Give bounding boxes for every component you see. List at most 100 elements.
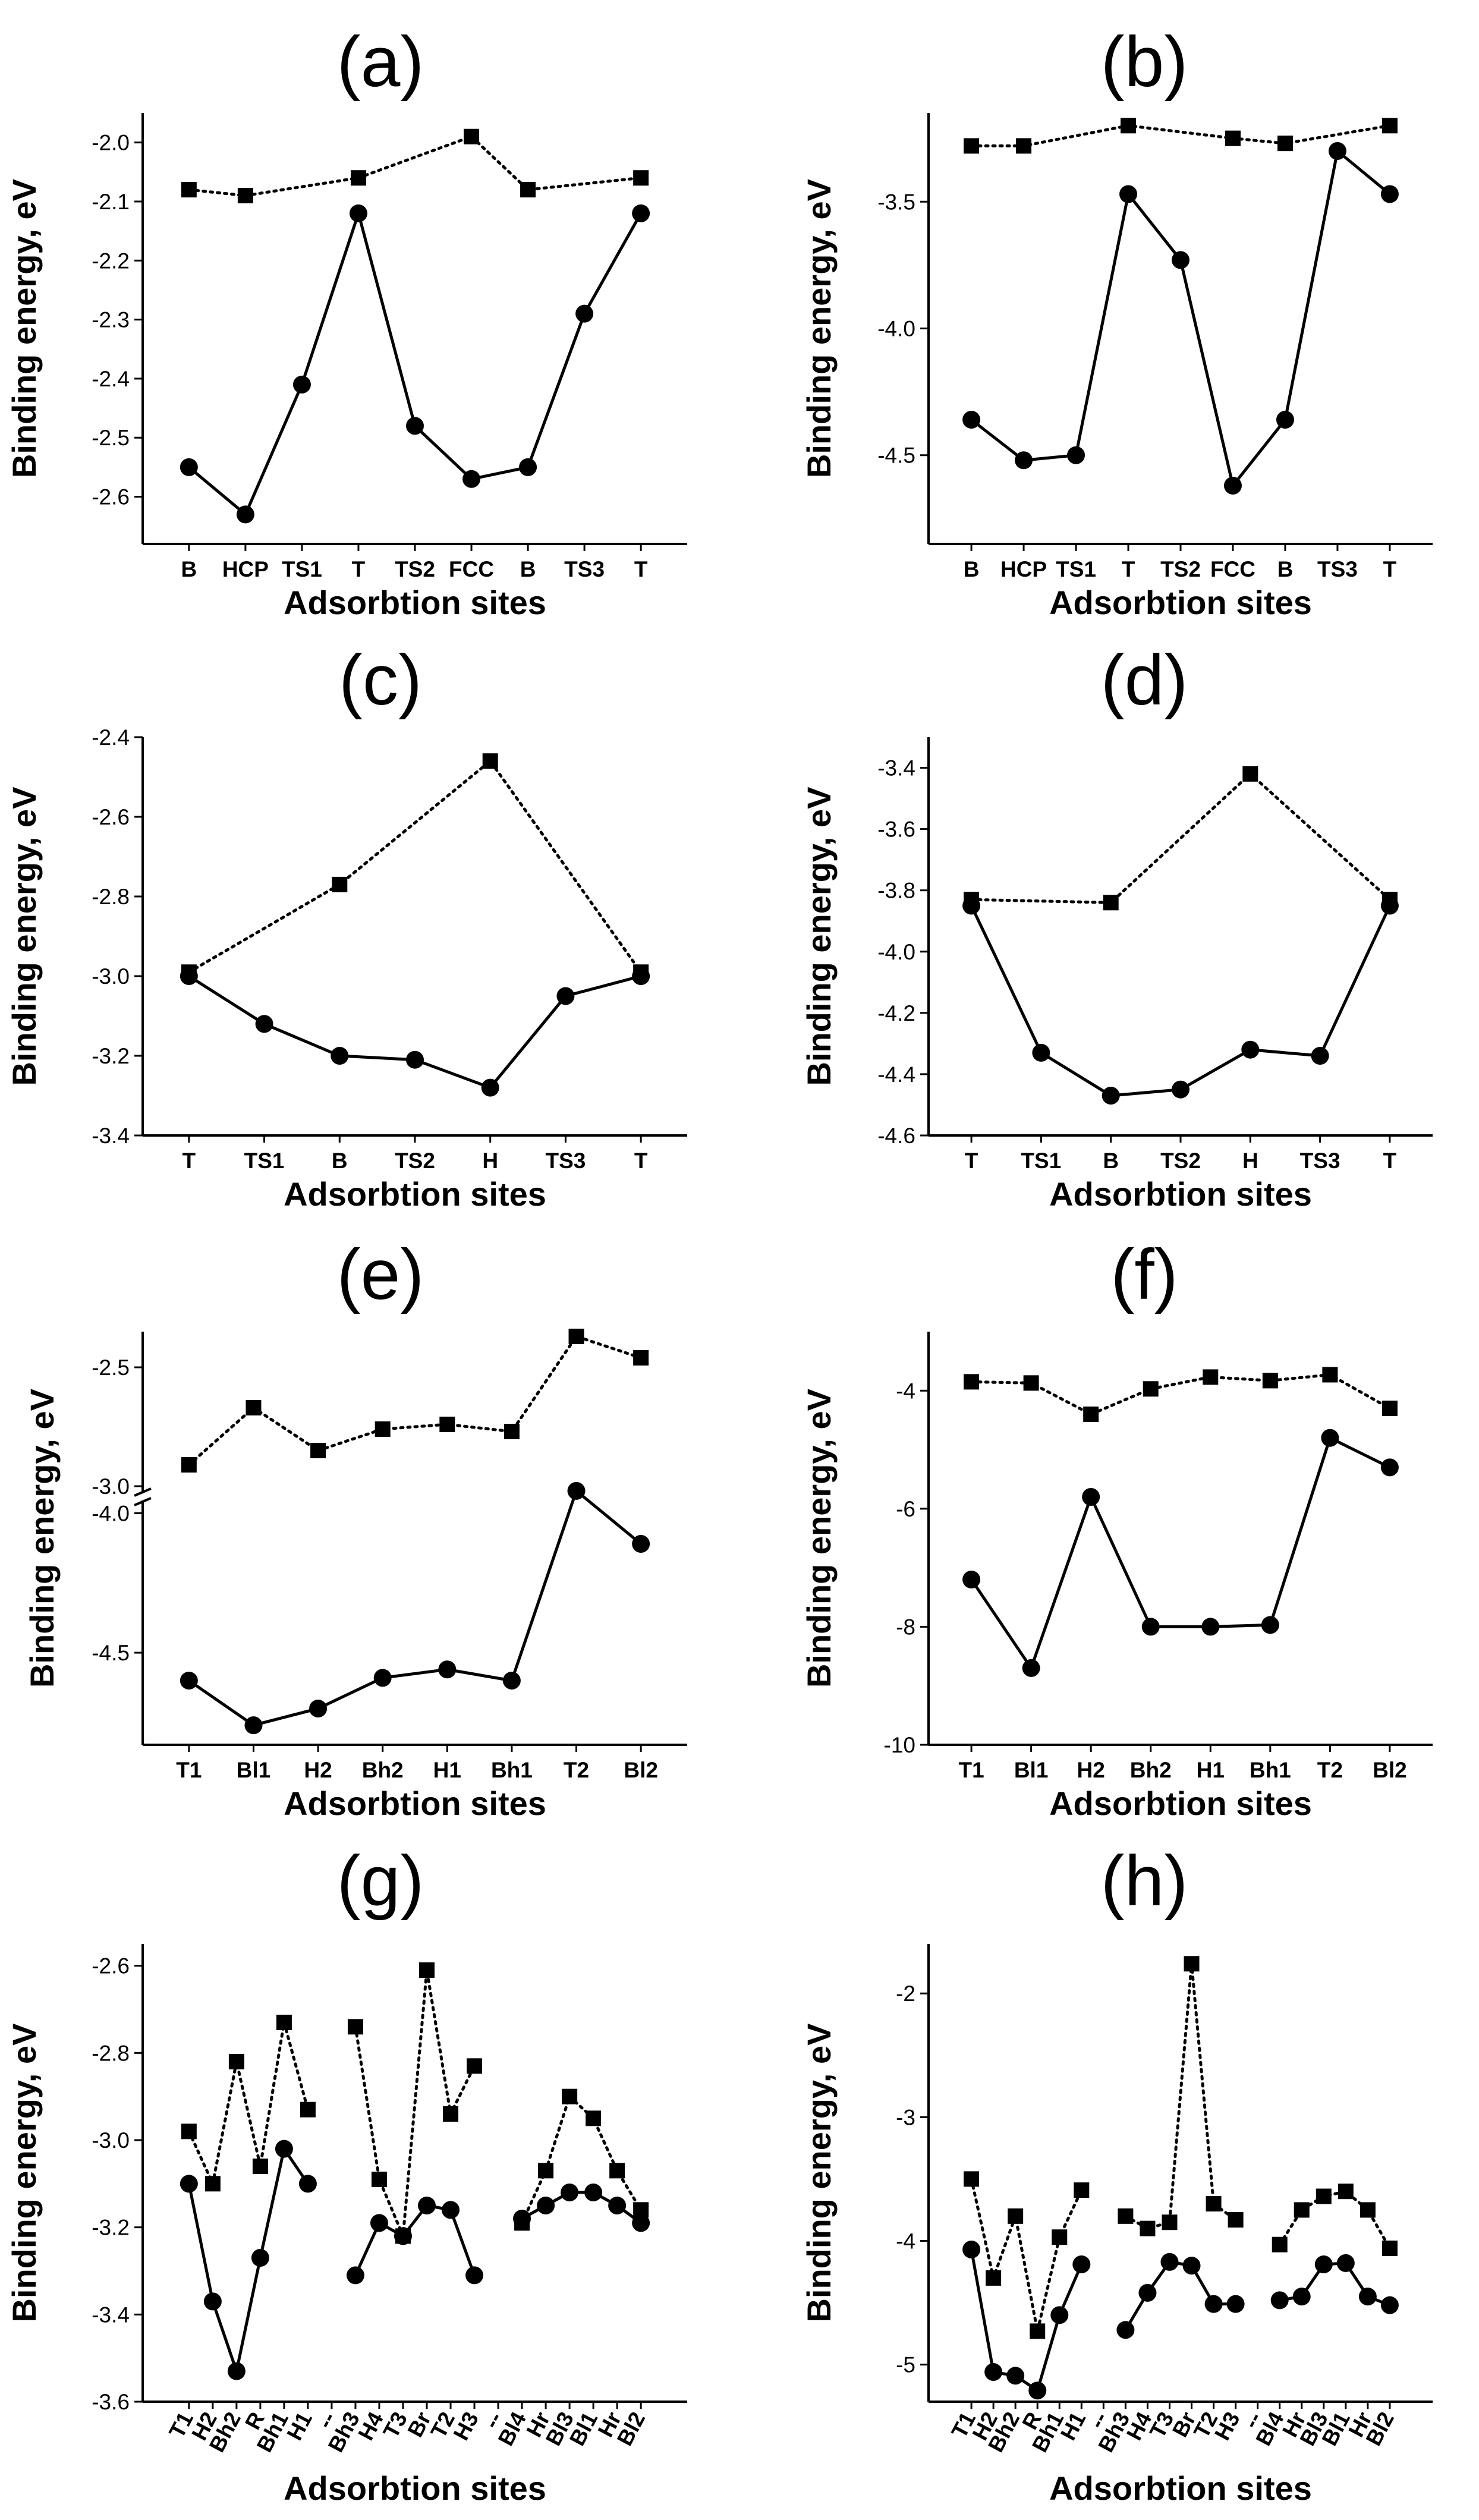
y-axis-title: Binding energy, eV: [800, 1389, 838, 1688]
y-tick-label: -2.8: [92, 885, 130, 909]
data-point-circle: [1311, 1047, 1329, 1065]
data-point-circle: [1380, 1458, 1399, 1477]
x-tick-label: Bl1: [237, 1758, 271, 1782]
y-tick-label: -4.5: [92, 1641, 130, 1665]
y-tick-label: -8: [896, 1615, 915, 1639]
y-axis-title: Binding energy, eV: [5, 179, 43, 478]
series-line-squares: [187, 1335, 643, 1467]
data-point-square: [1316, 2188, 1332, 2204]
y-tick-label: -4.4: [877, 1062, 915, 1087]
data-point-square: [1225, 130, 1241, 146]
series-line-squares: [970, 1373, 1392, 1416]
x-tick-label: TS1: [1021, 1149, 1061, 1173]
x-tick-label: FCC: [1210, 557, 1255, 581]
y-tick-label: -10: [884, 1733, 915, 1757]
y-tick-label: -2.6: [92, 485, 130, 509]
data-point-circle: [1116, 2321, 1135, 2339]
panel-label: (d): [1101, 640, 1188, 720]
data-point-square: [1008, 2208, 1024, 2224]
data-point-square: [439, 1417, 455, 1432]
data-point-circle: [962, 2241, 981, 2259]
data-point-circle: [502, 1672, 521, 1690]
x-tick-label: H2: [304, 1758, 332, 1782]
data-point-circle: [1006, 2367, 1025, 2385]
data-point-square: [1030, 2323, 1046, 2339]
data-point-square: [300, 2101, 316, 2118]
x-tick-label: T2: [1317, 1758, 1343, 1782]
data-point-circle: [1223, 476, 1242, 495]
data-point-circle: [1160, 2252, 1179, 2271]
panel-label: (h): [1101, 1841, 1188, 1921]
y-axis-title: Binding energy, eV: [5, 2023, 43, 2322]
y-axis-title: Binding energy, eV: [23, 1389, 61, 1688]
data-point-circle: [1022, 1659, 1040, 1677]
data-point-circle: [275, 2140, 293, 2158]
data-point-circle: [1050, 2306, 1069, 2324]
data-point-square: [276, 2015, 292, 2030]
data-point-circle: [1380, 185, 1399, 203]
data-point-square: [310, 1443, 326, 1458]
data-point-square: [464, 128, 480, 144]
data-point-circle: [519, 458, 537, 476]
chart-panel-5: (f) -10 -8 -6 -4 T1 Bl1 H2 Bh2 H1 Bh1 T2 Bl2 Adsorbti…: [800, 1235, 1433, 1822]
y-tick-label: -2.5: [92, 1355, 130, 1380]
data-point-square: [1206, 2196, 1222, 2212]
data-point-square: [1203, 1369, 1219, 1385]
data-point-circle: [255, 1015, 273, 1033]
chart-panel-2: (c) -3.4 -3.2 -3.0 -2.8 -2.6 -2.4 T TS1 B TS2 H TS3 T…: [5, 640, 687, 1213]
x-axis-title: Adsorbtion sites: [284, 1175, 546, 1213]
data-point-square: [375, 1421, 391, 1437]
data-point-circle: [180, 967, 198, 985]
data-point-square: [1162, 2214, 1178, 2230]
data-point-circle: [346, 2266, 364, 2285]
y-tick-label: -4.0: [877, 940, 915, 964]
data-point-circle: [1138, 2283, 1157, 2302]
data-point-square: [252, 2159, 268, 2174]
x-tick-label: TS2: [1160, 1149, 1201, 1173]
y-tick-label: -3: [896, 2105, 915, 2129]
data-point-circle: [1336, 2254, 1355, 2272]
data-point-circle: [537, 2197, 555, 2214]
data-point-square: [520, 182, 536, 198]
data-point-square: [1140, 2220, 1156, 2236]
chart-panel-6: (g)-3.6-3.4-3.2-3.0-2.8-2.6T1H2Bh2RBh1H1…: [5, 1841, 687, 2507]
data-point-circle: [1182, 2257, 1201, 2275]
series-line-squares: [354, 1970, 476, 2237]
data-point-circle: [236, 505, 254, 524]
data-point-circle: [567, 1481, 586, 1500]
chart-panel-0: (a) -2.6 -2.5 -2.4 -2.3 -2.2 -2.1 -2.0 B HCP TS1 T T…: [5, 22, 687, 621]
data-point-circle: [309, 1699, 328, 1717]
data-point-square: [181, 2123, 197, 2140]
data-point-circle: [465, 2266, 484, 2285]
y-axis-title: Binding energy, eV: [800, 786, 838, 1086]
y-tick-label: -2.8: [92, 2041, 130, 2065]
x-axis-title: Adsorbtion sites: [284, 2469, 546, 2507]
data-point-circle: [1028, 2381, 1047, 2400]
y-tick-label: -2.4: [92, 725, 130, 750]
data-point-circle: [244, 1716, 263, 1735]
chart-panel-3: (d) -4.6 -4.4 -4.2 -4.0 -3.8 -3.6 -3.4 T TS1 B TS2 H…: [800, 640, 1433, 1213]
data-point-square: [504, 1424, 520, 1439]
data-point-circle: [180, 458, 198, 476]
data-point-circle: [349, 204, 367, 222]
data-point-circle: [1204, 2295, 1223, 2313]
data-point-square: [1184, 1956, 1200, 1972]
data-point-square: [1382, 118, 1398, 134]
data-point-circle: [406, 1050, 424, 1069]
data-point-circle: [331, 1047, 349, 1065]
data-point-circle: [418, 2197, 436, 2214]
data-point-circle: [406, 417, 424, 435]
y-tick-label: -2.1: [92, 190, 130, 214]
data-point-square: [1052, 2229, 1068, 2245]
data-point-square: [633, 1350, 649, 1366]
data-point-circle: [575, 304, 594, 323]
data-point-circle: [632, 204, 650, 222]
data-point-square: [964, 138, 980, 154]
y-tick-label: -4.2: [877, 1001, 915, 1025]
series-line-squares: [187, 2022, 310, 2189]
y-tick-label: -2.5: [92, 426, 130, 450]
y-tick-label: -3.0: [92, 964, 130, 989]
data-point-square: [1272, 2236, 1288, 2252]
data-point-square: [1016, 138, 1032, 154]
x-tick-label: H: [1242, 1149, 1258, 1173]
